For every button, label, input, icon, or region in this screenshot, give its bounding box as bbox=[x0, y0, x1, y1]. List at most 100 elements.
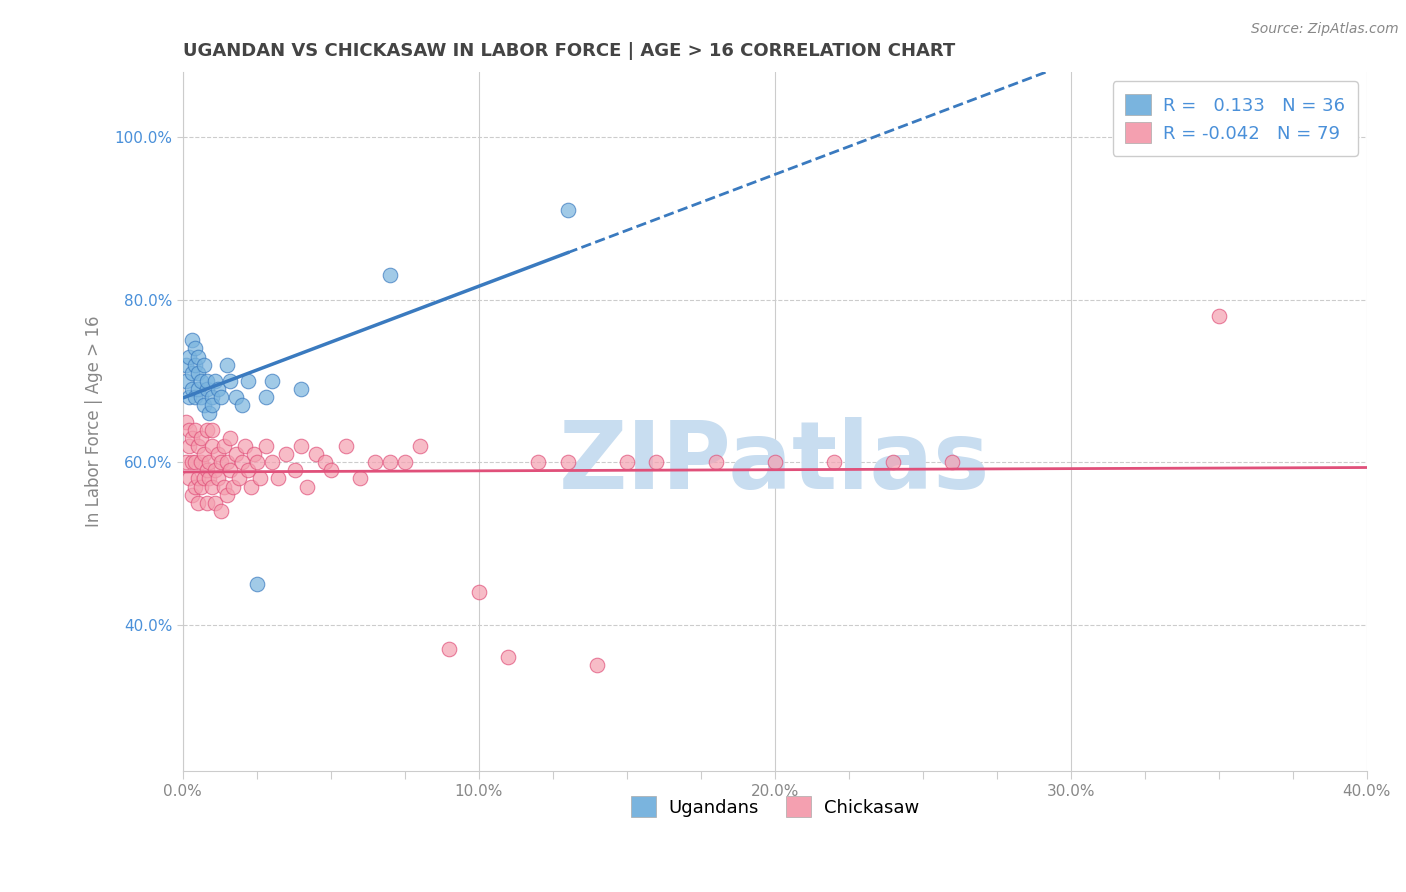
Point bbox=[190, 374, 212, 388]
Point bbox=[231, 455, 253, 469]
Point bbox=[195, 374, 218, 388]
Point bbox=[198, 471, 221, 485]
Point bbox=[209, 504, 232, 518]
Point bbox=[214, 479, 236, 493]
Point bbox=[180, 382, 202, 396]
Point bbox=[174, 415, 197, 429]
Point bbox=[190, 455, 212, 469]
Point bbox=[183, 342, 205, 356]
Point bbox=[183, 358, 205, 372]
Point bbox=[180, 334, 202, 348]
Point bbox=[177, 471, 200, 485]
Point bbox=[187, 496, 209, 510]
Point bbox=[193, 398, 215, 412]
Point bbox=[207, 447, 229, 461]
Point bbox=[246, 577, 269, 591]
Point bbox=[394, 455, 416, 469]
Point bbox=[305, 447, 328, 461]
Text: Source: ZipAtlas.com: Source: ZipAtlas.com bbox=[1251, 22, 1399, 37]
Point bbox=[1208, 309, 1230, 323]
Point bbox=[941, 455, 963, 469]
Point bbox=[180, 431, 202, 445]
Point bbox=[193, 358, 215, 372]
Point bbox=[187, 471, 209, 485]
Point bbox=[209, 390, 232, 404]
Point bbox=[207, 382, 229, 396]
Point bbox=[219, 463, 242, 477]
Point bbox=[214, 439, 236, 453]
Point bbox=[254, 390, 277, 404]
Point bbox=[174, 455, 197, 469]
Point bbox=[616, 455, 638, 469]
Point bbox=[190, 431, 212, 445]
Point bbox=[378, 455, 401, 469]
Point bbox=[246, 455, 269, 469]
Point bbox=[222, 479, 245, 493]
Point bbox=[177, 350, 200, 364]
Point bbox=[408, 439, 430, 453]
Point bbox=[527, 455, 550, 469]
Point bbox=[314, 455, 336, 469]
Point bbox=[468, 585, 491, 599]
Point bbox=[763, 455, 786, 469]
Point bbox=[557, 203, 579, 218]
Point bbox=[439, 641, 461, 656]
Point bbox=[201, 423, 224, 437]
Point bbox=[198, 406, 221, 420]
Point bbox=[201, 439, 224, 453]
Point bbox=[290, 439, 312, 453]
Point bbox=[276, 447, 298, 461]
Point bbox=[193, 471, 215, 485]
Point bbox=[204, 463, 226, 477]
Point bbox=[219, 374, 242, 388]
Legend: Ugandans, Chickasaw: Ugandans, Chickasaw bbox=[623, 789, 927, 824]
Point bbox=[201, 390, 224, 404]
Point bbox=[557, 455, 579, 469]
Point bbox=[243, 447, 266, 461]
Point bbox=[823, 455, 845, 469]
Point bbox=[201, 479, 224, 493]
Point bbox=[217, 488, 239, 502]
Point bbox=[266, 471, 288, 485]
Text: UGANDAN VS CHICKASAW IN LABOR FORCE | AGE > 16 CORRELATION CHART: UGANDAN VS CHICKASAW IN LABOR FORCE | AG… bbox=[183, 42, 955, 60]
Point bbox=[349, 471, 371, 485]
Point bbox=[177, 439, 200, 453]
Point bbox=[231, 398, 253, 412]
Point bbox=[284, 463, 307, 477]
Point bbox=[180, 455, 202, 469]
Point bbox=[236, 463, 259, 477]
Point bbox=[225, 447, 247, 461]
Point bbox=[364, 455, 387, 469]
Point bbox=[201, 398, 224, 412]
Y-axis label: In Labor Force | Age > 16: In Labor Force | Age > 16 bbox=[86, 316, 103, 527]
Point bbox=[177, 390, 200, 404]
Point bbox=[187, 366, 209, 380]
Point bbox=[219, 431, 242, 445]
Point bbox=[290, 382, 312, 396]
Point bbox=[195, 463, 218, 477]
Point bbox=[187, 350, 209, 364]
Point bbox=[335, 439, 357, 453]
Point bbox=[228, 471, 250, 485]
Point bbox=[198, 455, 221, 469]
Text: ZIPatlas: ZIPatlas bbox=[560, 417, 990, 509]
Point bbox=[190, 479, 212, 493]
Point bbox=[174, 358, 197, 372]
Point bbox=[207, 471, 229, 485]
Point bbox=[193, 447, 215, 461]
Point bbox=[260, 374, 283, 388]
Point bbox=[254, 439, 277, 453]
Point bbox=[183, 479, 205, 493]
Point bbox=[204, 496, 226, 510]
Point bbox=[195, 423, 218, 437]
Point bbox=[187, 382, 209, 396]
Point bbox=[498, 650, 520, 665]
Point bbox=[195, 496, 218, 510]
Point bbox=[378, 268, 401, 283]
Point bbox=[177, 423, 200, 437]
Point bbox=[236, 374, 259, 388]
Point bbox=[249, 471, 271, 485]
Point bbox=[183, 455, 205, 469]
Point bbox=[183, 423, 205, 437]
Point bbox=[183, 390, 205, 404]
